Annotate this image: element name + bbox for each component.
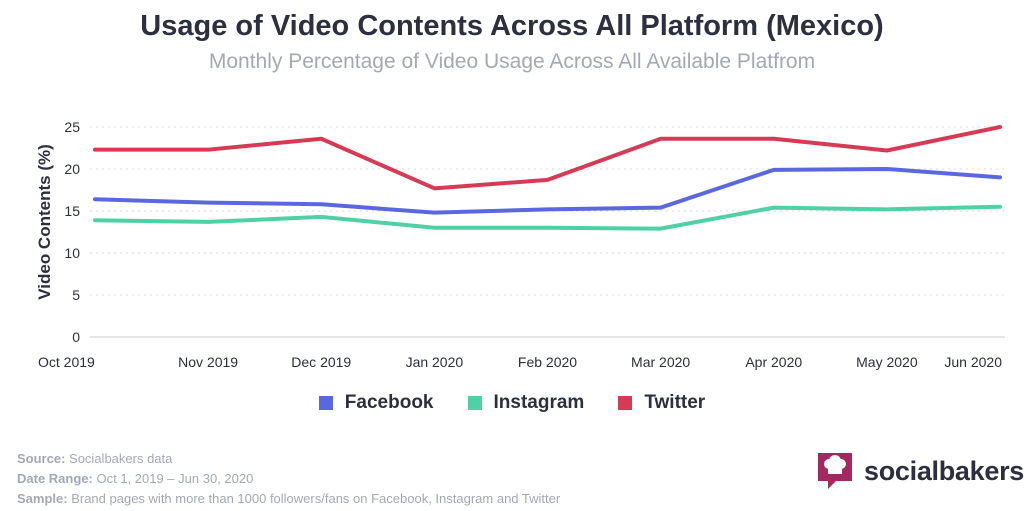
legend-item-twitter: Twitter <box>618 392 705 414</box>
x-tick-label: Mar 2020 <box>631 354 690 370</box>
sample-label: Sample: <box>17 491 68 506</box>
source-value: Socialbakers data <box>69 451 173 466</box>
footer-date-range: Date Range: Oct 1, 2019 – Jun 30, 2020 <box>17 469 560 489</box>
x-tick-label: Jun 2020 <box>944 354 1002 370</box>
legend-swatch <box>318 396 333 410</box>
chart-footer: Source: Socialbakers data Date Range: Oc… <box>17 449 560 509</box>
series-lines <box>93 125 1002 231</box>
legend-swatch <box>618 396 633 410</box>
line-chart: 0 5 10 15 20 25 Oct 2019 Nov 2019 Dec 2019 Jan 2… <box>35 119 1005 370</box>
legend-label: Instagram <box>493 392 585 413</box>
x-tick-label: Jan 2020 <box>406 354 464 370</box>
socialbakers-logo: socialbakers <box>816 451 1024 491</box>
y-tick-label: 25 <box>64 119 80 135</box>
legend-swatch <box>467 396 482 410</box>
legend-label: Facebook <box>344 392 434 413</box>
chart-subtitle: Monthly Percentage of Video Usage Across… <box>208 50 816 73</box>
grid-lines <box>90 126 1005 338</box>
chart-title: Usage of Video Contents Across All Platf… <box>140 10 884 42</box>
series-line-instagram <box>93 204 1002 231</box>
series-line-facebook <box>93 167 1002 215</box>
date-range-label: Date Range: <box>17 471 93 486</box>
date-range-value: Oct 1, 2019 – Jun 30, 2020 <box>96 471 254 486</box>
y-tick-labels: 0 5 10 15 20 25 <box>64 119 80 345</box>
x-tick-labels: Oct 2019 Nov 2019 Dec 2019 Jan 2020 Feb 2020… <box>38 354 1002 370</box>
x-tick-label: Dec 2019 <box>291 354 351 370</box>
y-tick-label: 15 <box>64 203 80 219</box>
x-tick-label: Oct 2019 <box>38 354 95 370</box>
logo-text: socialbakers <box>864 455 1024 486</box>
footer-source: Source: Socialbakers data <box>17 449 560 469</box>
source-label: Source: <box>17 451 66 466</box>
x-tick-label: Nov 2019 <box>178 354 238 370</box>
y-tick-label: 20 <box>64 161 80 177</box>
chef-hat-icon <box>818 453 852 489</box>
chart-legend: Facebook Instagram Twitter <box>0 392 1024 414</box>
y-tick-label: 0 <box>72 329 80 345</box>
series-line-twitter <box>93 125 1002 191</box>
x-tick-label: May 2020 <box>856 354 918 370</box>
x-tick-label: Feb 2020 <box>518 354 577 370</box>
footer-sample: Sample: Brand pages with more than 1000 … <box>17 489 560 509</box>
sample-value: Brand pages with more than 1000 follower… <box>71 491 561 506</box>
y-axis-label: Video Contents (%) <box>35 144 54 300</box>
x-tick-label: Apr 2020 <box>745 354 802 370</box>
y-tick-label: 10 <box>64 245 80 261</box>
legend-label: Twitter <box>644 392 706 413</box>
legend-item-facebook: Facebook <box>318 392 434 414</box>
legend-item-instagram: Instagram <box>467 392 585 414</box>
y-tick-label: 5 <box>72 287 80 303</box>
